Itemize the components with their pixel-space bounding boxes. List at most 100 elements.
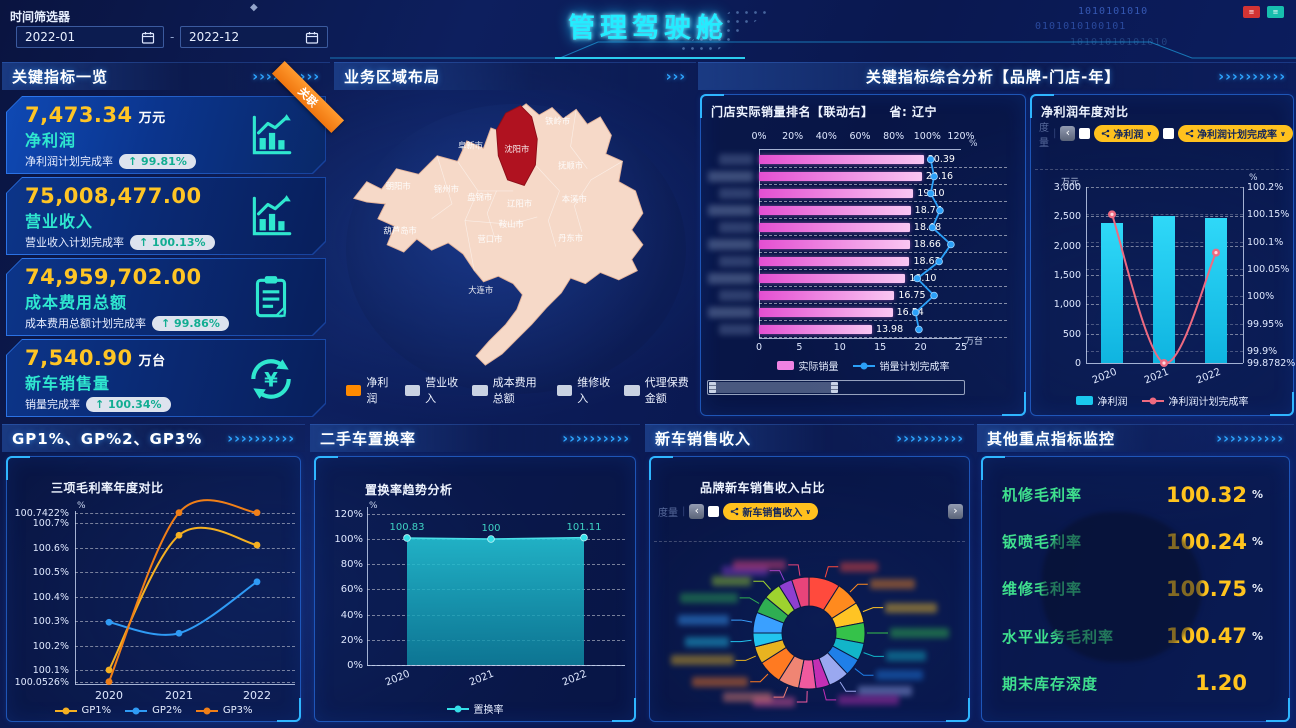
- sales-bar[interactable]: [759, 274, 906, 283]
- profit-bar[interactable]: [1153, 216, 1175, 363]
- legend-item[interactable]: 置换率: [446, 701, 504, 716]
- store-bar-row[interactable]: 20.16: [701, 168, 1027, 185]
- profit-bar[interactable]: [1101, 223, 1123, 363]
- legend-item[interactable]: 净利润: [1075, 393, 1128, 408]
- kpi-card-3[interactable]: 74,959,702.00 成本费用总额 成本费用总额计划完成率 ↑ 99.86%: [6, 258, 326, 336]
- legend-item[interactable]: 净利润计划完成率: [1141, 393, 1249, 408]
- x-axis-label: 2022: [1194, 366, 1223, 387]
- sales-bar[interactable]: [759, 325, 872, 334]
- datazoom-handle-left[interactable]: [709, 382, 716, 393]
- replacement-panel-header: 二手车置换率 ››››››››››: [310, 424, 640, 452]
- store-bar-row[interactable]: 20.39: [701, 151, 1027, 168]
- store-bar-row[interactable]: 18.10: [701, 270, 1027, 287]
- sales-bar[interactable]: [759, 308, 893, 317]
- city-label[interactable]: 锦州市: [434, 184, 459, 194]
- city-label[interactable]: 大连市: [468, 285, 493, 295]
- status-badge-icon[interactable]: ≡: [1267, 6, 1284, 18]
- plan-rate-point: [935, 257, 943, 266]
- city-label[interactable]: 沈阳市: [504, 144, 529, 154]
- analysis-panel: 关键指标综合分析【品牌-门店-年】 ›››››››››› 门店实际销量排名【联动…: [698, 62, 1296, 420]
- datazoom-window[interactable]: [709, 382, 837, 393]
- kpi-card-2[interactable]: 75,008,477.00 营业收入 营业收入计划完成率 ↑ 100.13%: [6, 177, 326, 255]
- kpi-value: 7,540.90 万台: [25, 346, 166, 370]
- kpi-card-4[interactable]: 7,540.90 万台 新车销售量 销量完成率 ↑ 100.34% ¥: [6, 339, 326, 417]
- sales-bar[interactable]: [759, 240, 910, 249]
- store-bar-row[interactable]: 16.75: [701, 287, 1027, 304]
- sales-bar[interactable]: [759, 291, 895, 300]
- city-border: [570, 109, 588, 169]
- store-bar-row[interactable]: 18.68: [701, 219, 1027, 236]
- measure-pill[interactable]: 净利润 ∨: [1094, 125, 1160, 142]
- profit-legend: 净利润 净利润计划完成率: [1031, 393, 1293, 408]
- city-label[interactable]: 铁岭市: [545, 116, 570, 126]
- donut-slice[interactable]: [791, 576, 810, 608]
- map-legend-item[interactable]: 成本费用总额: [472, 374, 544, 406]
- city-label[interactable]: 辽阳市: [507, 199, 532, 209]
- legend-item[interactable]: 销量计划完成率: [852, 358, 950, 373]
- sales-bar[interactable]: [759, 172, 922, 181]
- map-legend-item[interactable]: 代理保费金额: [624, 374, 696, 406]
- redacted-slice-label: [670, 655, 734, 666]
- city-label[interactable]: 阜新市: [458, 140, 483, 150]
- city-label[interactable]: 本溪市: [562, 194, 587, 204]
- legend-item[interactable]: GP1%: [54, 705, 111, 716]
- legend-item[interactable]: GP2%: [125, 705, 182, 716]
- legend-item[interactable]: 实际销量: [776, 358, 839, 373]
- province-filter-label[interactable]: 省: 辽宁: [889, 105, 937, 119]
- calendar-icon[interactable]: [141, 31, 155, 44]
- store-bar-row[interactable]: 18.66: [701, 236, 1027, 253]
- gridline: [367, 614, 625, 616]
- prev-measure-button[interactable]: ‹: [1060, 126, 1076, 141]
- city-label[interactable]: 葫芦岛市: [383, 226, 416, 236]
- sales-bar[interactable]: [759, 257, 910, 266]
- city-label[interactable]: 朝阳市: [386, 181, 411, 191]
- gp-panel-title: GP1%、GP%2、GP3%: [12, 430, 203, 448]
- legend-item[interactable]: GP3%: [195, 705, 252, 716]
- left-axis-tick: 2,000: [1053, 240, 1081, 252]
- right-axis-tick: 99.8782%: [1247, 358, 1296, 369]
- store-rank-card: 门店实际销量排名【联动右】 省: 辽宁 0% 20% 40% 60% 80% 100% 120%…: [700, 94, 1026, 416]
- map-legend-item[interactable]: 净利润: [346, 374, 392, 406]
- sales-bar[interactable]: [759, 155, 924, 164]
- store-bar-row[interactable]: 16.54: [701, 304, 1027, 321]
- kpi-card-body: 74,959,702.00 成本费用总额 成本费用总额计划完成率 ↑ 99.86%: [7, 259, 325, 335]
- measure-pill[interactable]: 净利润计划完成率 ∨: [1178, 125, 1293, 142]
- datazoom-handle-right[interactable]: [831, 382, 838, 393]
- sales-bar[interactable]: [759, 223, 910, 232]
- next-measure-button[interactable]: ›: [948, 504, 963, 519]
- store-bar-row[interactable]: 13.98: [701, 321, 1027, 338]
- measure-pill[interactable]: 新车销售收入 ∨: [723, 503, 819, 520]
- sales-bar[interactable]: [759, 206, 911, 215]
- prev-measure-button[interactable]: ‹: [689, 504, 705, 519]
- city-region-highlighted[interactable]: [495, 105, 538, 186]
- right-axis-line: [1243, 187, 1244, 363]
- measure-checkbox[interactable]: [1163, 128, 1175, 139]
- profit-bar[interactable]: [1205, 218, 1227, 363]
- city-label[interactable]: 抚顺市: [558, 161, 583, 171]
- plan-rate-line-chart[interactable]: [759, 151, 1019, 338]
- kpi-card-1[interactable]: 7,473.34 万元 净利润 净利润计划完成率 ↑ 99.81%: [6, 96, 326, 174]
- binary-decor: 1010101010: [1078, 6, 1149, 17]
- measure-checkbox[interactable]: [708, 506, 720, 517]
- datazoom-scrollbar[interactable]: [707, 380, 965, 395]
- y-axis-tick: 100.1%: [32, 665, 69, 676]
- city-label[interactable]: 营口市: [477, 234, 502, 244]
- date-end-input[interactable]: 2022-12: [180, 26, 328, 48]
- measure-checkbox[interactable]: [1079, 128, 1091, 139]
- brand-revenue-donut[interactable]: [650, 457, 971, 723]
- bottom-axis-tick: 20: [914, 342, 927, 353]
- sales-bar[interactable]: [759, 189, 914, 198]
- date-start-input[interactable]: 2022-01: [16, 26, 164, 48]
- calendar-icon[interactable]: [305, 31, 319, 44]
- alert-badge-icon[interactable]: ≡: [1243, 6, 1260, 18]
- map-legend-item[interactable]: 维修收入: [556, 374, 611, 406]
- top-axis-tick: 80%: [883, 131, 905, 142]
- city-label[interactable]: 盘锦市: [467, 192, 492, 202]
- city-label[interactable]: 丹东市: [558, 233, 583, 243]
- store-bar-row[interactable]: 18.62: [701, 253, 1027, 270]
- store-bar-row[interactable]: 18.77: [701, 202, 1027, 219]
- city-label[interactable]: 鞍山市: [499, 219, 524, 229]
- map-legend-item[interactable]: 营业收入: [404, 374, 459, 406]
- top-axis-unit: %: [969, 139, 978, 149]
